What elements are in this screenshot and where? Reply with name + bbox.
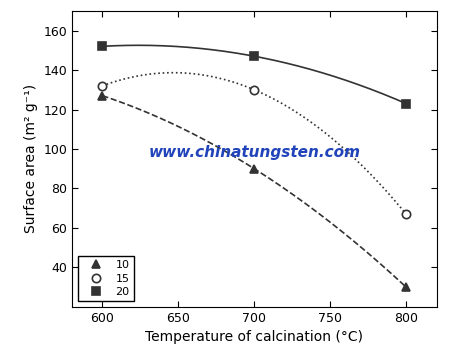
- 15: [252, 88, 257, 92]
- 10: [403, 285, 409, 289]
- 20: [252, 54, 257, 58]
- 20: [100, 44, 105, 48]
- Line: 15: 15: [98, 82, 410, 218]
- Y-axis label: Surface area (m² g⁻¹): Surface area (m² g⁻¹): [24, 84, 38, 234]
- Legend: 10, 15, 20: 10, 15, 20: [77, 256, 134, 301]
- Line: 20: 20: [98, 42, 410, 108]
- 10: [252, 166, 257, 171]
- 15: [403, 212, 409, 216]
- Text: www.chinatungsten.com: www.chinatungsten.com: [148, 145, 360, 160]
- 10: [100, 93, 105, 98]
- Line: 10: 10: [98, 92, 410, 291]
- 20: [403, 101, 409, 106]
- X-axis label: Temperature of calcination (°C): Temperature of calcination (°C): [145, 330, 363, 344]
- 15: [100, 84, 105, 88]
